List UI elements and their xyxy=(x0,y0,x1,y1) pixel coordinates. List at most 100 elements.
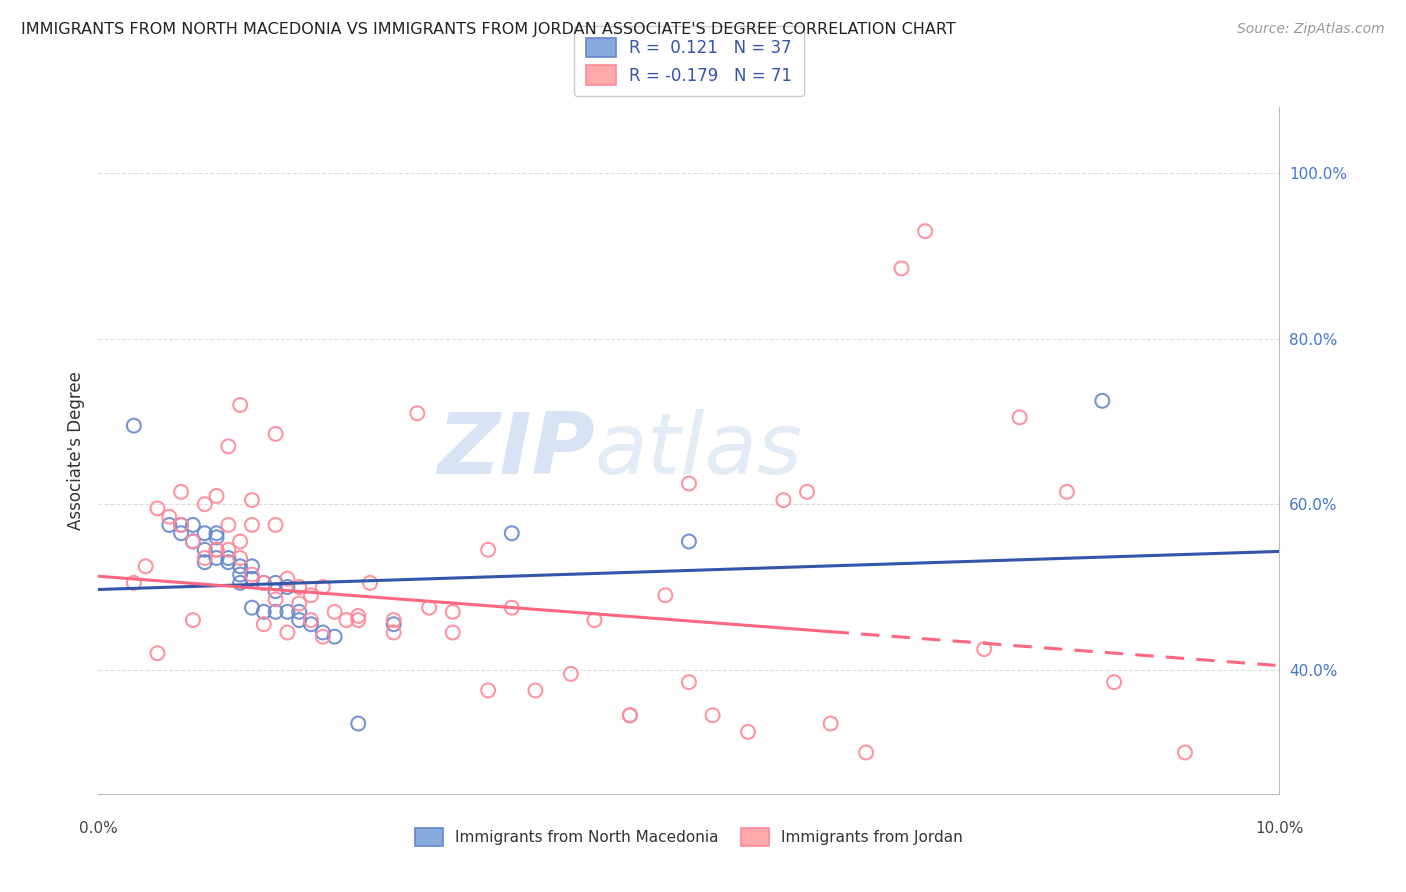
Point xyxy=(678,476,700,491)
Point xyxy=(323,630,346,644)
Point xyxy=(382,613,405,627)
Point xyxy=(181,534,204,549)
Point xyxy=(678,534,700,549)
Point xyxy=(702,708,724,723)
Point xyxy=(264,426,287,441)
Text: Source: ZipAtlas.com: Source: ZipAtlas.com xyxy=(1237,22,1385,37)
Point xyxy=(382,617,405,632)
Point xyxy=(264,592,287,607)
Point xyxy=(276,580,298,594)
Point xyxy=(678,675,700,690)
Point xyxy=(276,605,298,619)
Point xyxy=(264,575,287,590)
Point xyxy=(299,617,322,632)
Point xyxy=(240,567,263,582)
Point xyxy=(477,683,499,698)
Point xyxy=(229,575,252,590)
Point xyxy=(194,526,217,541)
Point xyxy=(323,605,346,619)
Point xyxy=(1091,393,1114,408)
Point xyxy=(1102,675,1125,690)
Point xyxy=(382,625,405,640)
Point xyxy=(890,261,912,276)
Point xyxy=(229,559,252,574)
Point xyxy=(418,600,440,615)
Point xyxy=(477,542,499,557)
Point xyxy=(170,526,193,541)
Point xyxy=(1174,746,1197,760)
Point xyxy=(229,567,252,582)
Point xyxy=(205,526,228,541)
Point xyxy=(772,493,794,508)
Point xyxy=(205,542,228,557)
Point xyxy=(276,625,298,640)
Point xyxy=(229,398,252,412)
Text: 0.0%: 0.0% xyxy=(79,821,118,836)
Point xyxy=(347,613,370,627)
Text: 10.0%: 10.0% xyxy=(1256,821,1303,836)
Point xyxy=(253,605,276,619)
Point xyxy=(264,517,287,532)
Point xyxy=(796,484,818,499)
Point xyxy=(312,580,335,594)
Point xyxy=(1008,410,1031,425)
Point xyxy=(264,605,287,619)
Point xyxy=(205,530,228,544)
Point xyxy=(253,575,276,590)
Text: ZIP: ZIP xyxy=(437,409,595,492)
Point xyxy=(276,572,298,586)
Point xyxy=(973,642,995,657)
Point xyxy=(240,493,263,508)
Point xyxy=(181,613,204,627)
Point xyxy=(253,575,276,590)
Point xyxy=(441,625,464,640)
Point xyxy=(524,683,547,698)
Point xyxy=(501,526,523,541)
Point xyxy=(229,534,252,549)
Point xyxy=(194,542,217,557)
Point xyxy=(654,588,676,602)
Point xyxy=(240,517,263,532)
Point xyxy=(194,555,217,569)
Point xyxy=(194,497,217,511)
Point xyxy=(288,613,311,627)
Point xyxy=(347,609,370,624)
Point xyxy=(312,630,335,644)
Point xyxy=(157,509,180,524)
Point xyxy=(194,551,217,566)
Point xyxy=(359,575,381,590)
Point xyxy=(737,724,759,739)
Point xyxy=(347,716,370,731)
Point xyxy=(217,439,239,453)
Point xyxy=(157,517,180,532)
Point xyxy=(205,489,228,503)
Point xyxy=(914,224,936,238)
Point xyxy=(619,708,641,723)
Point xyxy=(146,646,169,660)
Text: IMMIGRANTS FROM NORTH MACEDONIA VS IMMIGRANTS FROM JORDAN ASSOCIATE'S DEGREE COR: IMMIGRANTS FROM NORTH MACEDONIA VS IMMIG… xyxy=(21,22,956,37)
Point xyxy=(441,605,464,619)
Point xyxy=(299,613,322,627)
Point xyxy=(855,746,877,760)
Point xyxy=(122,418,145,433)
Text: atlas: atlas xyxy=(595,409,803,492)
Point xyxy=(253,617,276,632)
Point xyxy=(217,551,239,566)
Point xyxy=(181,534,204,549)
Point xyxy=(264,584,287,599)
Point xyxy=(406,406,429,420)
Point xyxy=(217,542,239,557)
Point xyxy=(501,600,523,615)
Point xyxy=(170,484,193,499)
Point xyxy=(181,517,204,532)
Point xyxy=(240,559,263,574)
Point xyxy=(560,666,582,681)
Point xyxy=(205,542,228,557)
Point xyxy=(619,708,641,723)
Point xyxy=(288,605,311,619)
Point xyxy=(240,600,263,615)
Point xyxy=(170,517,193,532)
Point xyxy=(312,625,335,640)
Point xyxy=(146,501,169,516)
Legend: Immigrants from North Macedonia, Immigrants from Jordan: Immigrants from North Macedonia, Immigra… xyxy=(406,819,972,855)
